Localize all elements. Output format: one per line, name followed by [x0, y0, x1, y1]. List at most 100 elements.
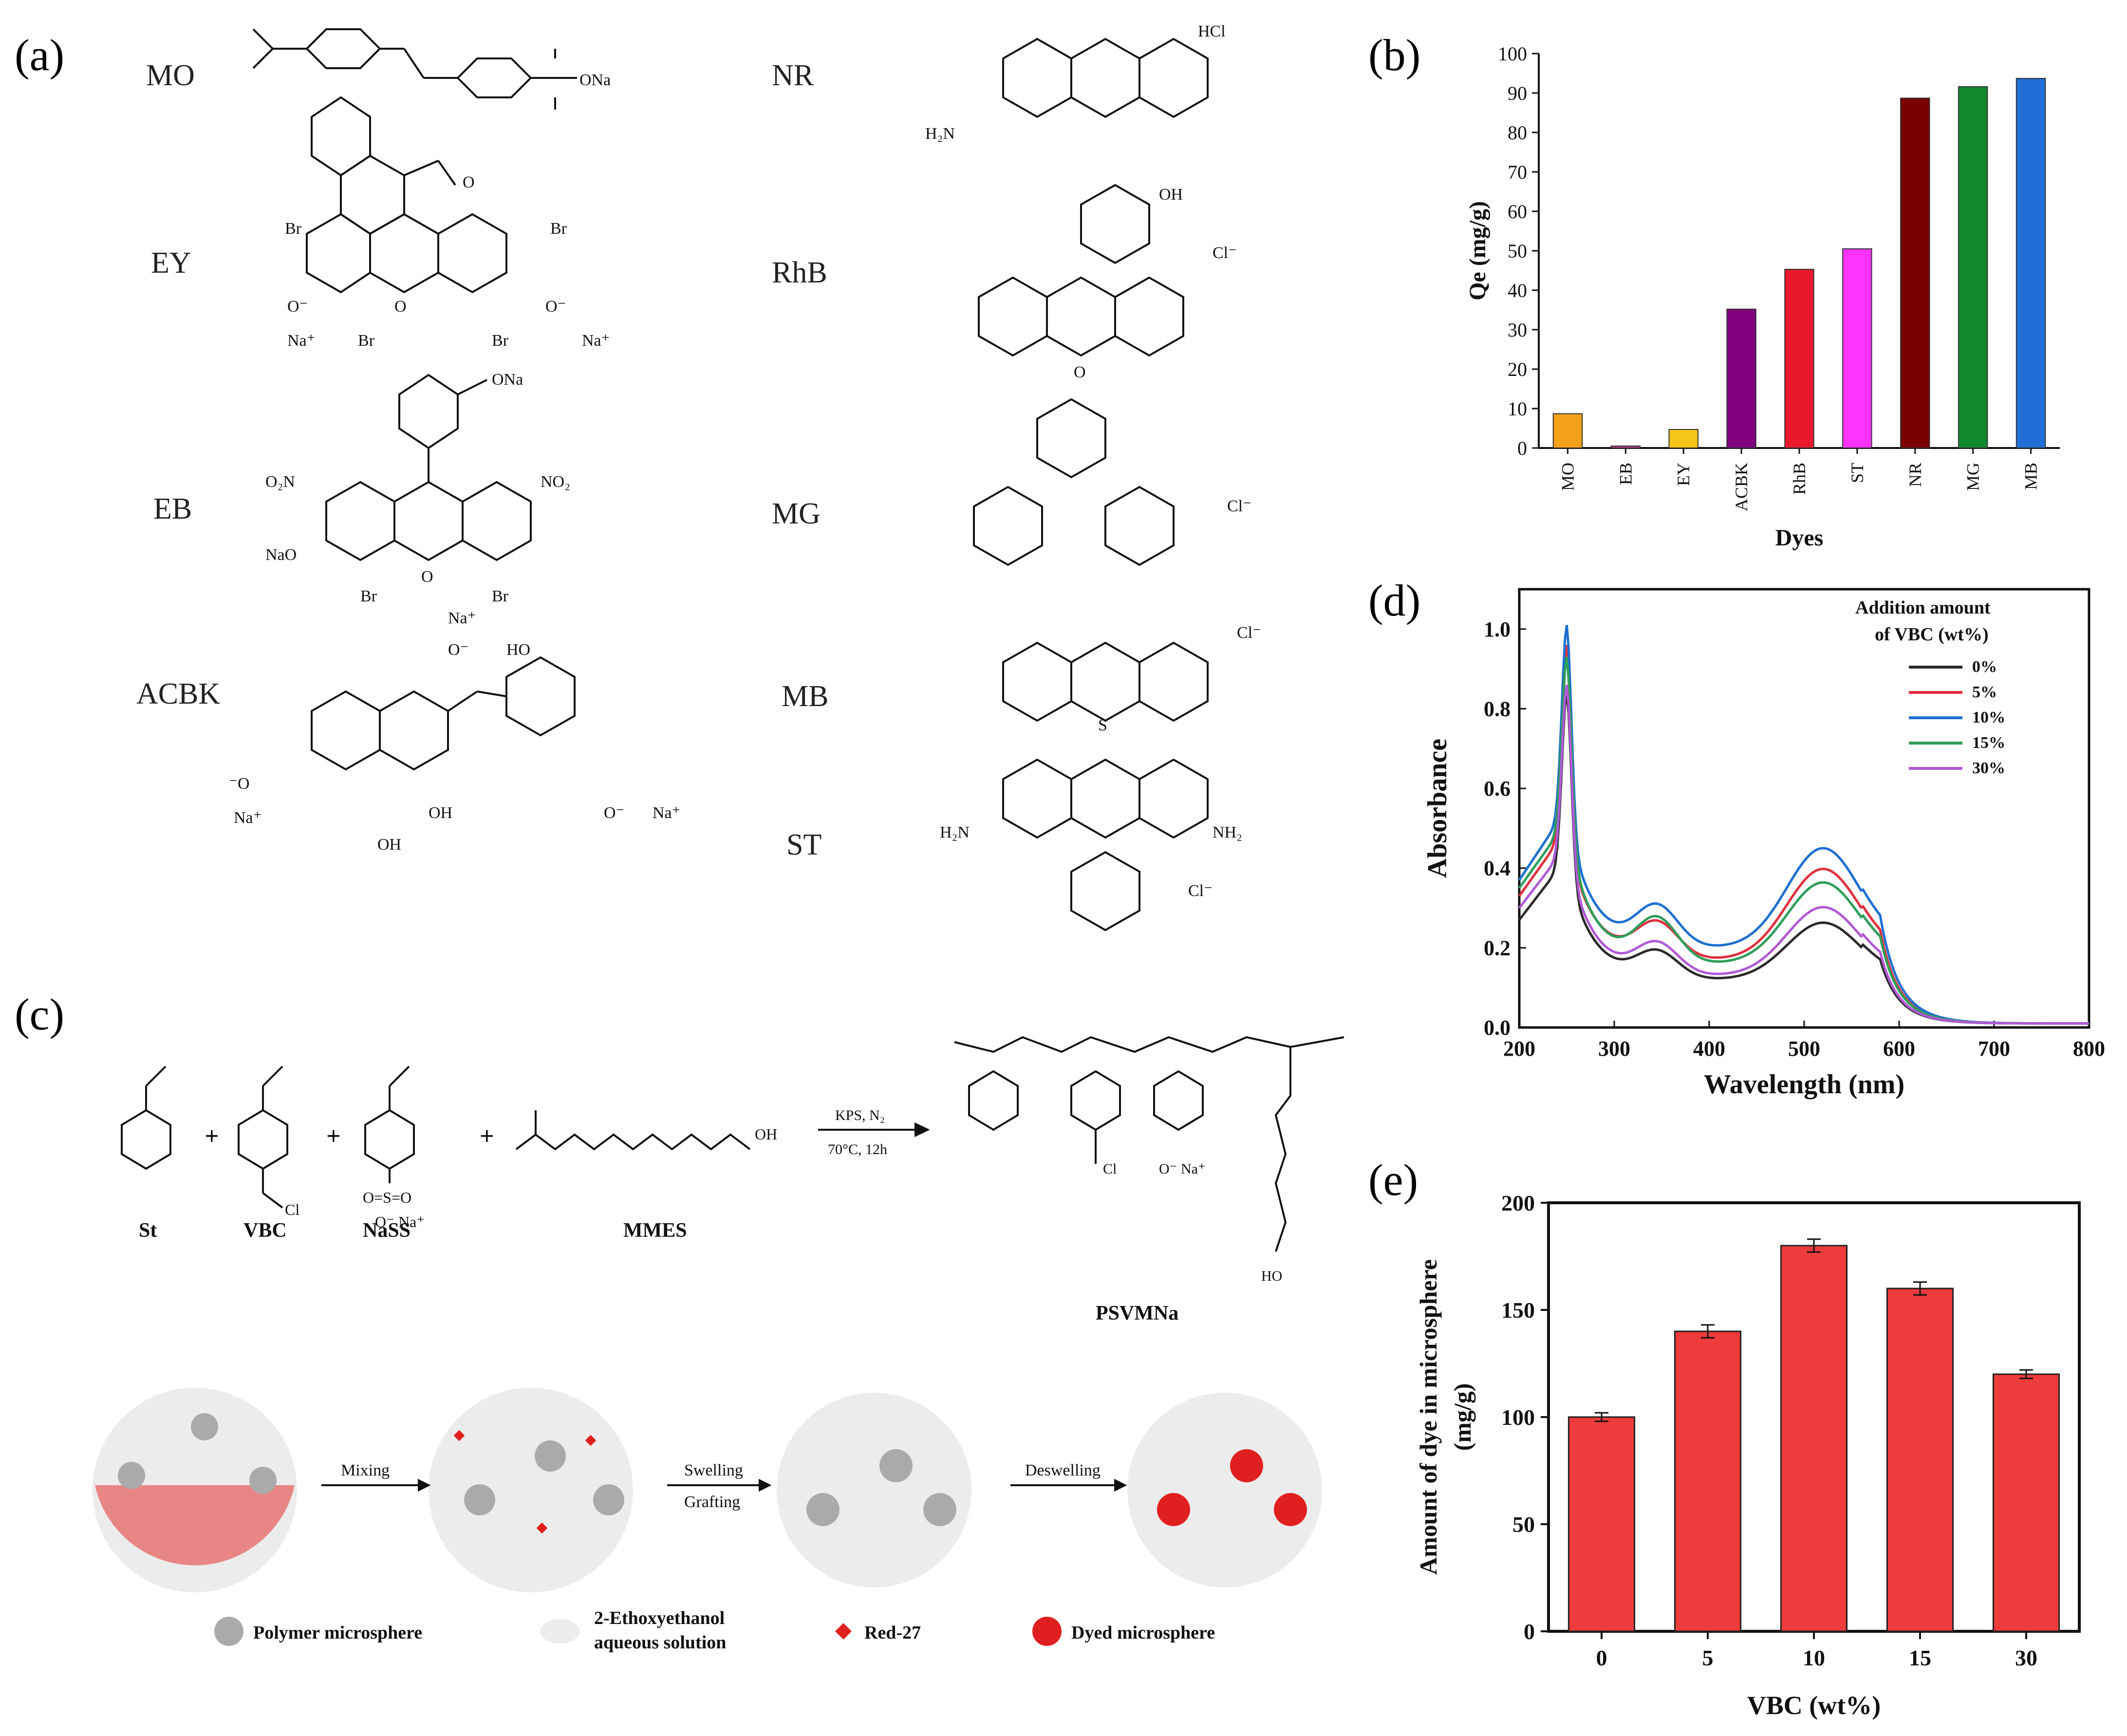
d-legend-label-1: 5%	[1972, 683, 1997, 701]
nass-s: O=S=O	[363, 1189, 411, 1206]
d-xlabel: Wavelength (nm)	[1704, 1069, 1904, 1100]
e-ytick-label-4: 200	[1501, 1191, 1535, 1215]
dye-label-ey: EY	[151, 246, 191, 280]
plus-3: +	[480, 1122, 494, 1150]
d-ytick-label-2: 0.4	[1484, 857, 1511, 880]
b-xtick-label-st: ST	[1847, 463, 1867, 483]
acbk-oh-2: OH	[377, 836, 401, 854]
panel-b: (b) 0 10 20 30 40 50 60 70 80 90 100 MO EB EY ACBK RhB S…	[1359, 0, 2127, 560]
eb-br-2: Br	[492, 587, 509, 605]
step-mixing: Mixing	[341, 1461, 390, 1479]
d-series-line-2	[1518, 625, 2089, 1025]
b-ylabel: Qe (mg/g)	[1465, 201, 1491, 300]
acbk-oh-1: OH	[429, 804, 452, 822]
b-ytick-label-9: 90	[1508, 82, 1527, 104]
e-ylabel-1: Amount of dye in microsphere	[1415, 1259, 1442, 1575]
prod-ho: HO	[1261, 1268, 1282, 1284]
structure-st: H₂N NH₂ Cl⁻	[940, 758, 1242, 932]
eb-no2-right: NO₂	[541, 473, 570, 491]
dye-label-st: ST	[786, 828, 822, 861]
e-ytick-label-0: 0	[1524, 1619, 1535, 1644]
e-xtick-label-0: 0	[1596, 1645, 1607, 1670]
b-ytick-label-2: 20	[1508, 358, 1527, 380]
b-bar-mo	[1552, 413, 1583, 449]
prod-cl: Cl	[1103, 1161, 1117, 1177]
product-name: PSVMNa	[1096, 1302, 1178, 1325]
structure-rhb: OH Cl⁻ O	[978, 184, 1237, 381]
e-ytick-label-1: 50	[1512, 1512, 1535, 1537]
nass-so3: O⁻ Na⁺	[375, 1213, 425, 1231]
b-bar-mb	[2015, 78, 2046, 448]
mmes-oh: OH	[755, 1125, 777, 1143]
st-h2n: H₂N	[940, 823, 970, 841]
structure-eb: ONa O₂N NO₂ NaO O Br Br Na⁺	[265, 371, 570, 627]
b-ytick-label-10: 100	[1498, 43, 1527, 65]
d-legend-title-2: of VBC (wt%)	[1875, 624, 1989, 645]
d-xtick-label-6: 800	[2073, 1037, 2105, 1061]
b-bar-ey	[1668, 429, 1698, 448]
d-ytick-label-4: 0.8	[1484, 697, 1511, 721]
legend-solution-1: 2-Ethoxyethanol	[594, 1608, 725, 1628]
d-legend-label-0: 0%	[1972, 658, 1997, 676]
b-ytick-label-0: 0	[1517, 437, 1527, 459]
e-ytick-label-2: 100	[1501, 1405, 1535, 1430]
d-xtick-label-4: 600	[1883, 1037, 1915, 1061]
rhb-o-ring: O	[1074, 363, 1086, 381]
monomer-nass: NaSS	[363, 1219, 410, 1242]
legend-solution-2: aqueous solution	[594, 1632, 726, 1653]
d-series-line-1	[1518, 645, 2089, 1025]
vbc-cl: Cl	[285, 1201, 299, 1218]
process-step-4	[1127, 1393, 1322, 1587]
d-legend-title-1: Addition amount	[1855, 597, 1991, 618]
eb-no2-left: O₂N	[265, 473, 295, 491]
b-bar-rhb	[1784, 269, 1814, 448]
b-xtick-label-rhb: RhB	[1790, 463, 1809, 495]
rhb-oh: OH	[1159, 186, 1183, 204]
dye-label-acbk: ACBK	[136, 677, 221, 710]
b-xtick-label-mg: MG	[1963, 463, 1983, 491]
b-bar-acbk	[1726, 308, 1756, 448]
plus-1: +	[205, 1122, 219, 1150]
b-xtick-label-nr: NR	[1905, 463, 1925, 487]
mo-ona-text: ONa	[579, 71, 611, 89]
acbk-so3: O⁻	[448, 641, 469, 659]
d-xtick-label-0: 200	[1503, 1037, 1535, 1061]
chemical-structures-a: ONa O Br Br Br Br O O⁻ O⁻ Na⁺ Na⁺ ONa	[229, 22, 1261, 932]
d-ytick-label-0: 0.0	[1484, 1016, 1511, 1040]
acbk-na-right: Na⁺	[653, 804, 681, 822]
e-xlabel: VBC (wt%)	[1747, 1691, 1881, 1720]
acbk-na-left: Na⁺	[234, 809, 262, 827]
ey-carbonyl-o: O	[463, 173, 475, 191]
panel-e-label: (e)	[1368, 1155, 1418, 1205]
eb-nao: NaO	[265, 546, 297, 564]
d-frame	[1518, 588, 2090, 1029]
dye-label-eb: EB	[153, 492, 192, 525]
acbk-ominus-left: ⁻O	[229, 775, 250, 793]
monomer-mmes: MMES	[623, 1219, 687, 1242]
b-ytick-label-4: 40	[1508, 280, 1527, 301]
process-step-3	[777, 1393, 971, 1587]
b-bar-mg	[1958, 86, 1988, 449]
b-ytick-label-3: 30	[1508, 319, 1527, 341]
d-legend-label-2: 10%	[1972, 709, 2005, 727]
chart-b: 0 10 20 30 40 50 60 70 80 90 100 MO EB EY ACBK RhB ST NR M…	[1465, 43, 2060, 551]
panel-d: (d) 0.0 0.2 0.4 0.6 0.8 1.0 200 300 400 500 600 700…	[1359, 560, 2127, 1144]
d-legend-label-4: 30%	[1972, 759, 2005, 777]
ey-na-2: Na⁺	[582, 332, 610, 350]
ey-br-2: Br	[550, 220, 567, 238]
b-xtick-label-acbk: ACBK	[1732, 463, 1751, 511]
d-xtick-label-2: 400	[1693, 1037, 1725, 1061]
conditions-top: KPS, N₂	[835, 1107, 885, 1123]
panel-e: (e) 0 50 100 150 200 0 5 10 15 30 VBC (wt%) Amount …	[1359, 1144, 2127, 1736]
e-xtick-label-1: 5	[1702, 1645, 1714, 1670]
ey-na-1: Na⁺	[287, 332, 316, 350]
structure-mg: Cl⁻	[973, 398, 1251, 566]
b-xlabel: Dyes	[1775, 525, 1824, 551]
e-ytick-label-3: 150	[1501, 1298, 1535, 1323]
e-ylabel-2: (mg/g)	[1449, 1383, 1476, 1451]
structure-nr: HCl H₂N	[925, 22, 1226, 143]
b-bar-nr	[1900, 97, 1930, 448]
dye-label-rhb: RhB	[772, 256, 827, 289]
dye-label-nr: NR	[772, 59, 814, 92]
panel-c: (c) + Cl + O=S=O O⁻ Na⁺ + OH KPS, N₂ 70°…	[0, 969, 1363, 1661]
